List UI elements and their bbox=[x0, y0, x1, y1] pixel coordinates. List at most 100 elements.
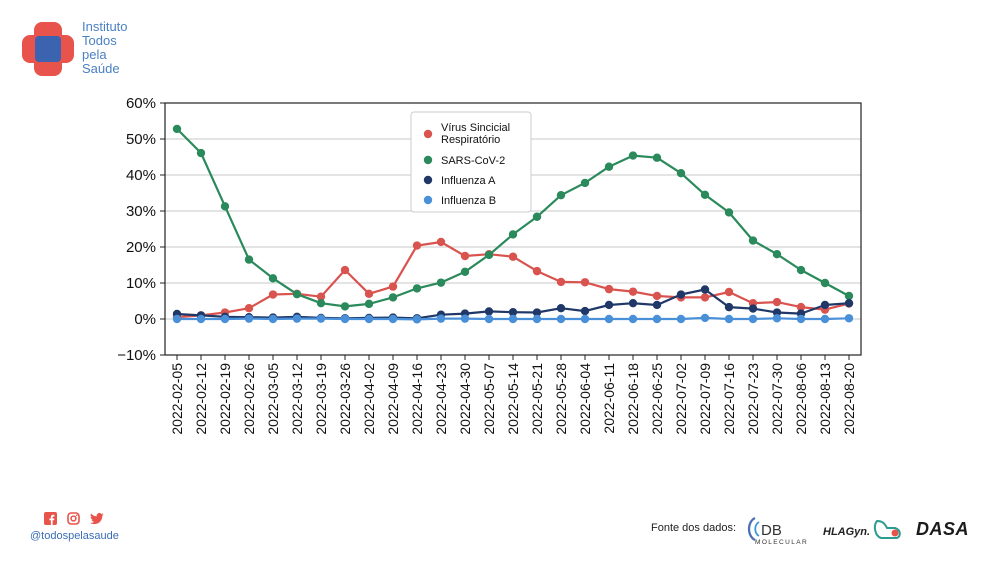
data-point bbox=[820, 278, 830, 288]
data-point bbox=[364, 299, 374, 309]
data-point bbox=[772, 250, 782, 259]
data-point bbox=[508, 230, 518, 239]
db-logo-main: DB bbox=[761, 522, 782, 539]
legend-label: Influenza A bbox=[441, 175, 496, 187]
db-logo-sub: MOLECULAR bbox=[755, 539, 808, 546]
data-point bbox=[412, 315, 422, 324]
data-point bbox=[244, 255, 254, 264]
org-name-line-1: Instituto bbox=[82, 19, 128, 34]
cross-logo-icon bbox=[22, 22, 74, 76]
x-tick-label: 2022-04-02 bbox=[361, 363, 377, 435]
data-point bbox=[508, 314, 518, 324]
data-point bbox=[772, 314, 782, 323]
x-tick-label: 2022-04-09 bbox=[385, 363, 401, 435]
x-tick-label: 2022-05-28 bbox=[553, 363, 569, 435]
data-point bbox=[772, 297, 782, 307]
data-point bbox=[724, 287, 734, 297]
data-point bbox=[172, 314, 182, 324]
data-point bbox=[772, 308, 782, 317]
data-point bbox=[604, 314, 614, 324]
y-tick-label: 50% bbox=[126, 131, 156, 148]
data-point bbox=[196, 148, 206, 158]
y-tick-label: 10% bbox=[126, 275, 156, 292]
twitter-icon[interactable] bbox=[90, 512, 104, 525]
data-point bbox=[220, 314, 230, 324]
data-point bbox=[484, 250, 494, 260]
y-tick-label: −10% bbox=[117, 347, 156, 364]
data-point bbox=[652, 153, 662, 162]
data-point bbox=[484, 314, 494, 324]
org-name-line-3: pela bbox=[82, 47, 107, 62]
x-tick-label: 2022-03-26 bbox=[337, 363, 353, 435]
y-tick-label: 30% bbox=[126, 203, 156, 220]
data-point bbox=[724, 302, 734, 312]
data-point bbox=[508, 307, 518, 317]
facebook-icon[interactable] bbox=[44, 512, 57, 525]
y-axis: 60% 50% 40% 30% 20% 10% 0% −10% bbox=[117, 95, 165, 364]
data-point bbox=[700, 293, 710, 302]
data-point bbox=[580, 278, 590, 287]
data-point bbox=[436, 278, 446, 287]
data-point bbox=[316, 298, 326, 308]
data-point bbox=[700, 285, 710, 294]
instagram-icon[interactable] bbox=[67, 512, 80, 525]
db-swirl-icon bbox=[747, 517, 756, 541]
data-point bbox=[700, 313, 710, 323]
data-point bbox=[820, 300, 830, 310]
legend-label: Vírus Sincicial Respiratório bbox=[441, 122, 510, 146]
y-tick-label: 20% bbox=[126, 239, 156, 256]
data-point bbox=[748, 314, 758, 324]
org-name: Instituto Todos pela Saúde bbox=[82, 20, 128, 76]
data-point bbox=[532, 314, 542, 324]
data-point bbox=[388, 293, 398, 302]
data-point bbox=[268, 290, 278, 299]
data-point bbox=[388, 282, 398, 291]
x-tick-label: 2022-06-18 bbox=[625, 363, 641, 435]
x-tick-label: 2022-03-19 bbox=[313, 363, 329, 435]
data-point bbox=[388, 314, 398, 324]
org-name-line-4: Saúde bbox=[82, 61, 120, 76]
data-point bbox=[604, 162, 614, 171]
data-point bbox=[652, 300, 662, 310]
x-tick-label: 2022-02-19 bbox=[217, 363, 233, 435]
data-point bbox=[532, 266, 542, 276]
x-tick-label: 2022-04-30 bbox=[457, 363, 473, 435]
data-point bbox=[460, 251, 470, 261]
data-point bbox=[652, 314, 662, 324]
data-point bbox=[628, 287, 638, 296]
y-tick-label: 40% bbox=[126, 167, 156, 184]
data-point bbox=[532, 212, 542, 221]
data-point bbox=[244, 314, 254, 323]
data-point bbox=[316, 314, 326, 323]
data-point bbox=[628, 151, 638, 160]
x-tick-label: 2022-06-04 bbox=[577, 363, 593, 435]
legend: Vírus Sincicial Respiratório SARS-CoV-2 Inf… bbox=[410, 111, 532, 213]
hla-logo-text: HLAGyn. bbox=[823, 526, 870, 538]
x-axis: 2022-02-05 2022-02-12 2022-02-19 2022-02-26… bbox=[169, 355, 857, 435]
x-tick-label: 2022-02-05 bbox=[169, 363, 185, 435]
x-tick-label: 2022-06-11 bbox=[601, 363, 617, 434]
data-point bbox=[436, 314, 446, 323]
data-point bbox=[460, 314, 470, 323]
x-tick-label: 2022-05-14 bbox=[505, 363, 521, 435]
legend-label: SARS-CoV-2 bbox=[441, 155, 505, 167]
data-point bbox=[364, 289, 374, 298]
x-tick-label: 2022-05-07 bbox=[481, 363, 497, 435]
data-point bbox=[628, 314, 638, 324]
data-point bbox=[460, 267, 470, 277]
x-tick-label: 2022-07-30 bbox=[769, 363, 785, 435]
data-point bbox=[676, 314, 686, 324]
x-tick-label: 2022-04-23 bbox=[433, 363, 449, 435]
data-point bbox=[268, 274, 278, 283]
x-tick-label: 2022-07-02 bbox=[673, 363, 689, 435]
x-tick-label: 2022-08-20 bbox=[841, 363, 857, 435]
x-tick-label: 2022-02-12 bbox=[193, 363, 209, 435]
x-tick-label: 2022-07-09 bbox=[697, 363, 713, 435]
social-handle[interactable]: @todospelasaude bbox=[30, 530, 119, 542]
x-tick-label: 2022-04-16 bbox=[409, 363, 425, 435]
data-point bbox=[412, 241, 422, 250]
data-point bbox=[724, 208, 734, 217]
data-point bbox=[556, 314, 566, 324]
data-point bbox=[556, 277, 566, 287]
